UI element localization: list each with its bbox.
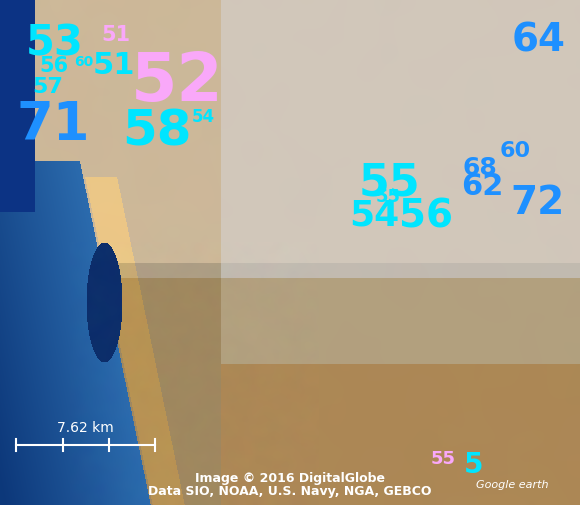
Text: 55: 55 <box>358 162 420 204</box>
Text: 55: 55 <box>376 188 401 206</box>
Text: 54: 54 <box>191 108 215 126</box>
Text: 60: 60 <box>74 55 93 69</box>
Text: 57: 57 <box>32 77 63 97</box>
Text: 7.62 km: 7.62 km <box>57 420 114 434</box>
Text: 51: 51 <box>102 25 130 45</box>
Text: 71: 71 <box>16 99 90 151</box>
Text: 51: 51 <box>93 51 135 80</box>
Text: 56: 56 <box>39 56 68 76</box>
Text: 56: 56 <box>399 197 453 235</box>
Text: 52: 52 <box>130 49 223 115</box>
Text: 60: 60 <box>500 140 531 161</box>
Text: Image © 2016 DigitalGlobe: Image © 2016 DigitalGlobe <box>195 471 385 484</box>
Text: 64: 64 <box>512 21 566 60</box>
Text: 5: 5 <box>464 449 484 478</box>
Text: 68: 68 <box>463 156 498 180</box>
Text: 62: 62 <box>461 171 503 200</box>
Text: 72: 72 <box>510 184 565 222</box>
Text: 54: 54 <box>349 197 400 232</box>
Text: Google earth: Google earth <box>476 479 548 489</box>
Text: 53: 53 <box>26 22 84 64</box>
Text: Data SIO, NOAA, U.S. Navy, NGA, GEBCO: Data SIO, NOAA, U.S. Navy, NGA, GEBCO <box>148 484 432 497</box>
Text: 55: 55 <box>430 449 455 468</box>
Text: 58: 58 <box>122 108 191 155</box>
